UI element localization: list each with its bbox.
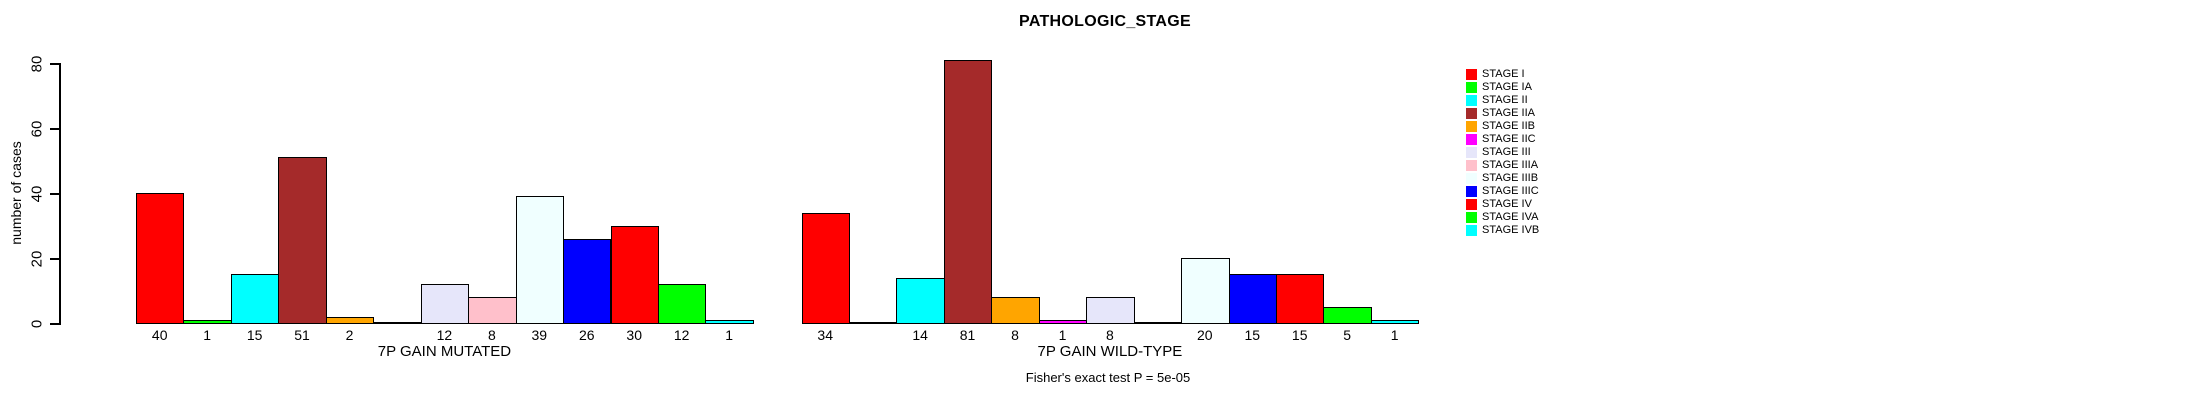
bar-stage-iiic <box>1228 274 1277 324</box>
bar-stage-iii <box>1086 297 1135 324</box>
legend-label: STAGE IIIB <box>1482 172 1539 184</box>
legend-swatch-stage-iv <box>1466 199 1477 210</box>
legend-swatch-stage-iii <box>1466 147 1477 158</box>
fisher-test-annotation: Fisher's exact test P = 5e-05 <box>1025 370 1191 385</box>
bar-stage-i <box>136 193 185 324</box>
bar-value-label: 39 <box>531 327 548 343</box>
bar-stage-iiic <box>563 238 612 324</box>
legend-label: STAGE IVB <box>1482 224 1540 236</box>
bar-value-label: 8 <box>1106 327 1114 343</box>
legend-label: STAGE IV <box>1482 198 1532 210</box>
legend-label: STAGE II <box>1482 94 1528 106</box>
zero-bar-stage-ia <box>848 322 898 324</box>
bar-value-label: 51 <box>294 327 310 343</box>
legend-label: STAGE IIIC <box>1482 185 1539 197</box>
legend-label: STAGE IVA <box>1482 211 1539 223</box>
y-tick-mark <box>50 323 59 325</box>
y-tick-label: 40 <box>28 185 46 203</box>
bar-value-label: 26 <box>578 327 595 343</box>
bar-stage-iv <box>610 225 659 324</box>
legend-label: STAGE IA <box>1482 81 1532 93</box>
bar-value-label: 12 <box>673 327 690 343</box>
legend-swatch-stage-ivb <box>1466 225 1477 236</box>
legend-label: STAGE IIIA <box>1482 159 1539 171</box>
legend-label: STAGE IIC <box>1482 133 1536 145</box>
bar-value-label: 1 <box>203 327 212 343</box>
bar-value-label: 8 <box>1011 327 1019 343</box>
legend-swatch-stage-iiib <box>1466 173 1477 184</box>
zero-bar-stage-iiia <box>1133 322 1183 324</box>
bar-stage-iia <box>943 59 993 324</box>
legend-swatch-stage-iiic <box>1466 186 1477 197</box>
bar-value-label: 14 <box>912 327 928 343</box>
bar-value-label: 20 <box>1197 327 1213 343</box>
bar-value-label: 81 <box>959 327 976 343</box>
y-tick-mark <box>50 63 59 65</box>
bar-stage-ii <box>896 277 945 324</box>
bar-stage-iiia <box>468 297 517 324</box>
bar-value-label: 15 <box>1244 327 1261 343</box>
bar-value-label: 40 <box>151 327 168 343</box>
bar-value-label: 34 <box>817 327 834 343</box>
y-tick-mark <box>50 128 59 130</box>
chart-title: PATHOLOGIC_STAGE <box>1019 13 1191 30</box>
bar-stage-ii <box>230 274 280 324</box>
bar-value-label: 15 <box>1291 327 1308 343</box>
bar-stage-ivb <box>705 319 754 324</box>
bar-value-label: 15 <box>246 327 263 343</box>
bar-stage-iii <box>420 284 470 324</box>
bar-stage-iva <box>1323 306 1372 324</box>
group-label-7p-gain-wild-type: 7P GAIN WILD-TYPE <box>1037 343 1183 360</box>
bar-stage-iib <box>991 297 1040 324</box>
legend-swatch-stage-i <box>1466 69 1477 80</box>
bar-stage-iiib <box>515 196 565 324</box>
bar-stage-iiib <box>1181 258 1230 324</box>
bar-value-label: 12 <box>436 327 453 343</box>
bar-value-label: 30 <box>626 327 643 343</box>
bar-value-label: 2 <box>345 327 354 343</box>
legend-swatch-stage-ii <box>1466 95 1477 106</box>
y-tick-label: 0 <box>28 319 46 329</box>
zero-bar-stage-iic <box>373 322 422 324</box>
bar-stage-iic <box>1038 319 1088 324</box>
legend-swatch-stage-iia <box>1466 108 1477 119</box>
bar-value-label: 5 <box>1343 327 1352 343</box>
y-tick-label: 80 <box>28 55 46 73</box>
bar-stage-i <box>801 212 850 324</box>
bar-stage-iib <box>325 316 375 324</box>
bar-value-label: 8 <box>487 327 496 343</box>
legend-label: STAGE III <box>1482 146 1531 158</box>
y-tick-label: 60 <box>28 120 46 138</box>
legend-swatch-stage-iic <box>1466 134 1477 145</box>
y-tick-mark <box>50 193 59 195</box>
y-tick-mark <box>50 258 59 260</box>
legend-swatch-stage-iib <box>1466 121 1477 132</box>
legend-swatch-stage-ia <box>1466 82 1477 93</box>
bar-stage-iva <box>657 284 707 324</box>
bar-stage-ia <box>183 319 232 324</box>
group-label-7p-gain-mutated: 7P GAIN MUTATED <box>377 343 512 360</box>
legend-label: STAGE IIB <box>1482 120 1535 132</box>
y-axis-line <box>59 63 61 325</box>
bar-value-label: 1 <box>1390 327 1399 343</box>
legend-label: STAGE IIA <box>1482 107 1535 119</box>
bar-stage-iia <box>278 157 327 324</box>
bar-stage-iv <box>1276 274 1325 324</box>
y-tick-label: 20 <box>28 250 46 268</box>
bar-value-label: 1 <box>725 327 734 343</box>
bar-stage-ivb <box>1370 319 1420 324</box>
legend-swatch-stage-iva <box>1466 212 1477 223</box>
y-axis-label: number of cases <box>8 141 24 245</box>
legend-label: STAGE I <box>1482 68 1525 80</box>
legend-swatch-stage-iiia <box>1466 160 1477 171</box>
bar-value-label: 1 <box>1058 327 1067 343</box>
